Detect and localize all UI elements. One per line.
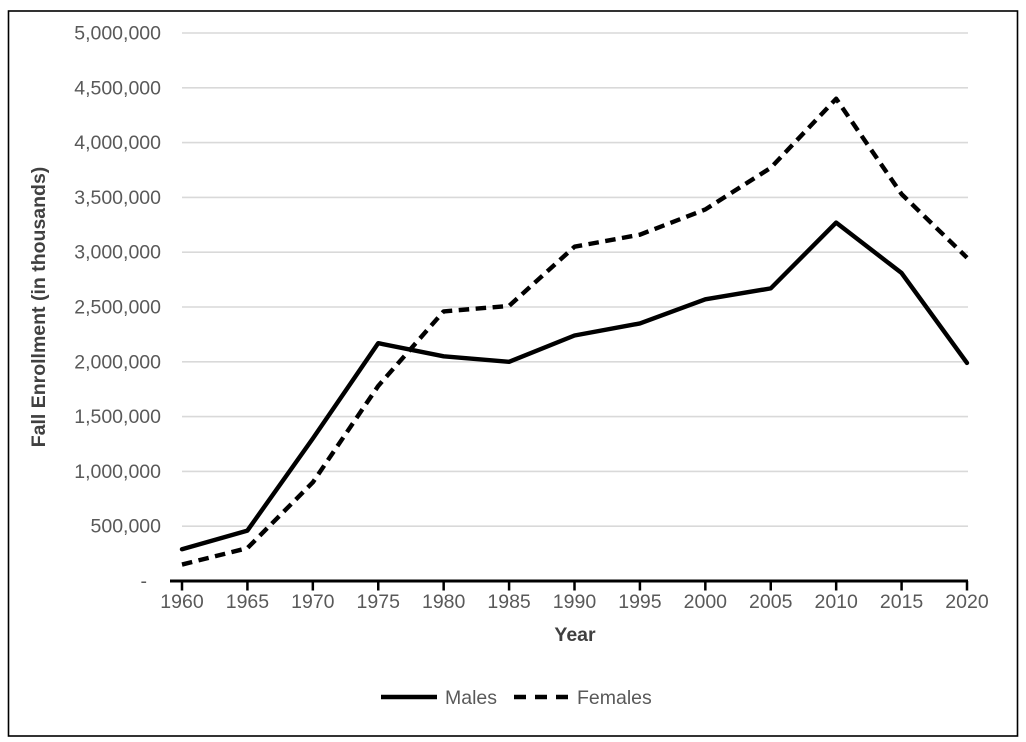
x-axis-title: Year — [554, 624, 596, 646]
y-tick-label: 4,000,000 — [74, 132, 161, 154]
x-tick-label: 1980 — [422, 591, 466, 613]
gridlines — [182, 32, 968, 528]
chart-legend: Males Females — [381, 687, 652, 709]
x-tick-label: 1960 — [160, 591, 204, 613]
y-tick-label: - — [141, 571, 148, 593]
y-tick-label: 500,000 — [91, 516, 162, 538]
x-axis-tick-labels: 1960 1965 1970 1975 1980 1985 1990 1995 2000 2005… — [160, 591, 989, 613]
x-tick-label: 2005 — [749, 591, 793, 613]
x-tick-label: 1995 — [618, 591, 662, 613]
y-tick-label: 4,500,000 — [74, 77, 161, 99]
y-tick-label: 1,500,000 — [74, 406, 161, 428]
y-axis-title: Fall Enrollment (in thousands) — [28, 167, 50, 448]
x-tick-label: 1985 — [487, 591, 531, 613]
x-axis — [170, 579, 969, 591]
x-tick-label: 2015 — [880, 591, 924, 613]
plot-series — [179, 96, 970, 567]
x-tick-label: 1975 — [357, 591, 401, 613]
males-series-line — [179, 220, 970, 552]
x-tick-label: 2020 — [945, 591, 989, 613]
females-legend-label: Females — [577, 687, 652, 709]
x-tick-label: 1965 — [226, 591, 270, 613]
males-legend-label: Males — [445, 687, 497, 709]
females-series-line — [181, 96, 969, 567]
y-tick-label: 3,500,000 — [74, 187, 161, 209]
y-tick-label: 2,000,000 — [74, 351, 161, 373]
x-tick-label: 1970 — [291, 591, 335, 613]
x-tick-label: 1990 — [553, 591, 597, 613]
y-tick-label: 5,000,000 — [74, 23, 161, 45]
y-tick-label: 3,000,000 — [74, 242, 161, 264]
x-tick-label: 2000 — [684, 591, 728, 613]
y-tick-label: 1,000,000 — [74, 461, 161, 483]
y-tick-label: 2,500,000 — [74, 297, 161, 319]
x-tick-label: 2010 — [814, 591, 858, 613]
y-axis-tick-labels: - 500,000 1,000,000 1,500,000 2,000,000 2,500… — [74, 23, 161, 593]
chart-border — [7, 10, 1019, 737]
